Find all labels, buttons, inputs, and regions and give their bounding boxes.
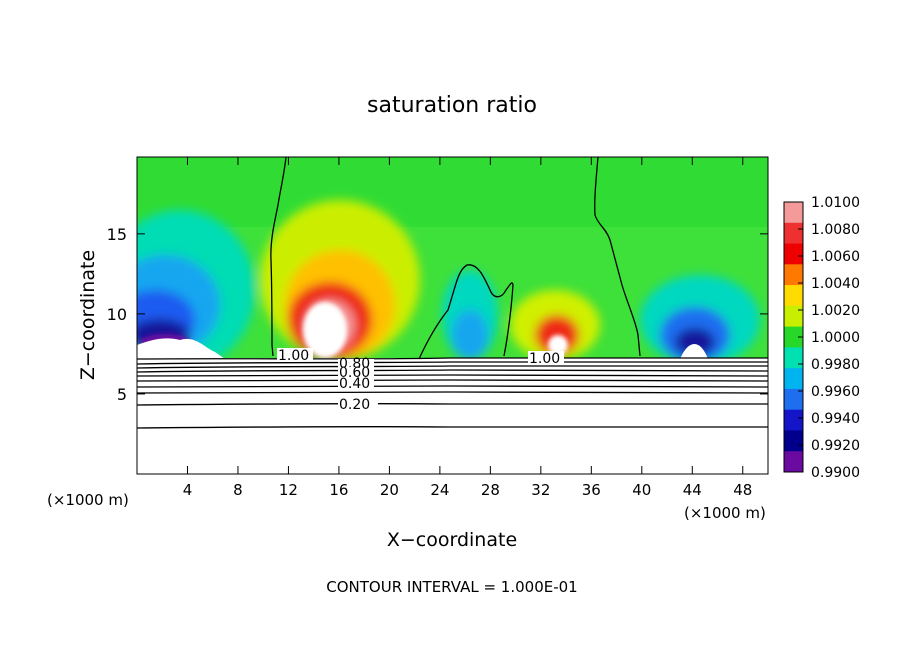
field-far-right-white-cap: [680, 343, 708, 359]
contour-label-bg: [338, 397, 378, 411]
colorbar-label: 0.9900: [811, 465, 860, 481]
contour-1-00-left: [270, 157, 287, 357]
contour-0-30: [137, 391, 768, 394]
colorbar-swatch: [784, 285, 803, 307]
contour-lines: [137, 157, 768, 429]
x-unit-left: (×1000 m): [47, 491, 129, 509]
colorbar: 1.0100 1.0080 1.0060 1.0040 1.0020 1.0000 0.99…: [783, 195, 860, 481]
colorbar-swatch: [784, 305, 803, 328]
contour-0-80: [137, 365, 768, 369]
contour-label-bg: [338, 377, 374, 389]
colorbar-label: 1.0040: [811, 276, 860, 292]
field-far-right-navy: [675, 328, 715, 356]
plot-area: 1.00 1.00 0.80 0.60 0.40 0.20: [137, 157, 768, 474]
x-tick-label: 32: [531, 481, 550, 499]
colorbar-swatch: [784, 326, 803, 348]
contour-label-bg: [338, 359, 374, 370]
contour-0-40: [137, 385, 768, 388]
x-tick-label: 8: [233, 481, 243, 499]
contour-0-10: [137, 425, 768, 429]
y-axis-label: Z−coordinate: [77, 250, 99, 380]
x-tick-label: 48: [733, 481, 752, 499]
contour-label-bg: [338, 367, 374, 379]
field-right-cloud: [548, 335, 568, 355]
contour-0-60: [137, 374, 768, 377]
contour-label: 1.00: [278, 348, 309, 364]
contour-1-00-right: [594, 157, 641, 357]
colorbar-label: 0.9920: [811, 438, 860, 454]
colorbar-label: 0.9980: [811, 357, 860, 373]
contour-label: 1.00: [529, 351, 560, 367]
contour-1-00-mid: [418, 264, 514, 360]
contour-0-70: [137, 369, 768, 373]
colorbar-label: 1.0020: [811, 303, 860, 319]
contour-0-50: [137, 379, 768, 382]
x-tick-label: 12: [279, 481, 298, 499]
x-tick-label: 20: [380, 481, 399, 499]
x-tick-label: 4: [183, 481, 193, 499]
colorbar-label: 1.0060: [811, 249, 860, 265]
contour-label: 0.20: [339, 397, 370, 413]
x-axis-ticks: 4 8 12 16 20 24 28 32 36 40 44 48: [183, 157, 752, 499]
x-tick-label: 16: [329, 481, 348, 499]
colorbar-swatch: [784, 368, 803, 390]
y-tick-label: 10: [107, 305, 127, 324]
contour-1-00: [137, 357, 768, 360]
colorbar-swatch: [784, 202, 803, 224]
contour-label-bg: [277, 348, 313, 361]
x-tick-label: 28: [481, 481, 500, 499]
colorbar-label: 1.0000: [811, 330, 860, 346]
colorbar-label: 1.0080: [811, 222, 860, 238]
field-left-white-cap: [137, 338, 225, 359]
field-mid-blue: [452, 310, 488, 360]
x-tick-label: 44: [683, 481, 702, 499]
y-tick-label: 15: [107, 225, 127, 244]
colorbar-swatch: [784, 222, 803, 245]
chart-title: saturation ratio: [367, 93, 537, 118]
x-tick-label: 36: [582, 481, 601, 499]
colorbar-label: 0.9960: [811, 384, 860, 400]
colorbar-swatch: [784, 388, 803, 411]
field-center-cloud: [303, 302, 347, 358]
colorbar-swatch: [784, 409, 803, 431]
colorbar-label: 1.0100: [811, 195, 860, 211]
plot-frame: [136, 156, 769, 475]
colorbar-swatch: [784, 243, 803, 265]
contour-label-bg: [528, 351, 564, 364]
colorbar-swatch: [784, 347, 803, 369]
contour-0-20: [137, 402, 768, 406]
contour-0-95: [137, 361, 768, 365]
colorbar-swatch: [784, 451, 803, 473]
x-tick-label: 40: [632, 481, 651, 499]
x-tick-label: 24: [430, 481, 449, 499]
x-axis-label: X−coordinate: [387, 529, 517, 551]
y-tick-label: 5: [117, 385, 127, 404]
y-axis-ticks: 5 10 15: [107, 225, 768, 404]
contour-labels: 1.00 1.00 0.80 0.60 0.40 0.20: [277, 348, 564, 413]
saturation-field: [137, 157, 768, 474]
colorbar-swatch: [784, 264, 803, 286]
contour-label: 0.40: [339, 376, 370, 392]
colorbar-swatch: [784, 430, 803, 452]
field-lower-white: [137, 358, 768, 474]
field-top-green: [137, 157, 768, 227]
contour-interval-footer: CONTOUR INTERVAL = 1.000E-01: [326, 578, 577, 596]
colorbar-label: 0.9940: [811, 411, 860, 427]
x-unit-right: (×1000 m): [684, 504, 766, 522]
